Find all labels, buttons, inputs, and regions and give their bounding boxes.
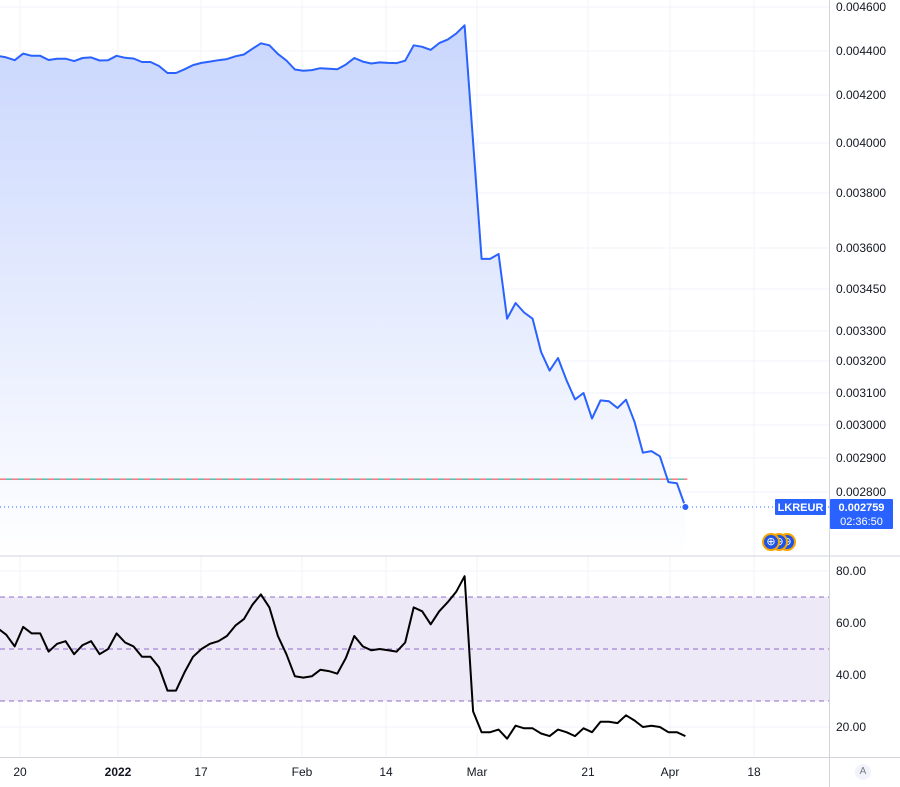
price-tick-label: 0.003200: [836, 354, 886, 368]
time-tick-label: 17: [194, 765, 208, 779]
time-tick-label: 2022: [105, 765, 132, 779]
price-tick-label: 0.004400: [836, 44, 886, 58]
price-panel[interactable]: [0, 24, 829, 556]
price-tick-label: 0.003800: [836, 186, 886, 200]
price-tick-label: 0.003450: [836, 282, 886, 296]
price-tick-label: 0.003000: [836, 418, 886, 432]
bar-countdown-label: 02:36:50: [840, 516, 883, 528]
time-tick-label: Feb: [292, 765, 313, 779]
symbol-badge-background: [775, 499, 826, 515]
rsi-tick-label: 40.00: [836, 668, 866, 682]
rsi-tick-label: 80.00: [836, 564, 866, 578]
time-tick-label: 21: [581, 765, 595, 779]
price-tick-label: 0.003600: [836, 241, 886, 255]
price-tick-label: 0.004000: [836, 136, 886, 150]
symbol-badge: LKREUR: [778, 502, 824, 514]
time-tick-label: Mar: [467, 765, 488, 779]
price-tick-label: 0.003100: [836, 386, 886, 400]
rsi-axis[interactable]: 80.00 60.00 40.00 20.00: [836, 564, 866, 734]
time-tick-label: 20: [13, 765, 27, 779]
rsi-tick-label: 60.00: [836, 616, 866, 630]
rsi-panel[interactable]: [0, 575, 829, 740]
price-tick-label: 0.004600: [836, 0, 886, 14]
price-series-line: [0, 24, 687, 508]
rsi-series-line: [0, 575, 686, 740]
price-tick-label: 0.002900: [836, 451, 886, 465]
rsi-tick-label: 20.00: [836, 720, 866, 734]
time-tick-label: 14: [379, 765, 393, 779]
auto-scale-button[interactable]: A: [855, 764, 871, 780]
time-axis[interactable]: 20 2022 17 Feb 14 Mar 21 Apr 18: [13, 765, 761, 779]
last-price-badge: LKREUR 0.002759 02:36:50: [775, 499, 893, 529]
price-tick-label: 0.002800: [836, 485, 886, 499]
time-tick-label: 18: [747, 765, 761, 779]
last-price-marker: [681, 503, 690, 511]
price-badge-background: [830, 499, 893, 529]
price-tick-label: 0.003300: [836, 324, 886, 338]
last-price-label: 0.002759: [839, 502, 885, 514]
economic-events-marker[interactable]: ⊕ ⊕ ⊕: [762, 533, 802, 555]
time-tick-label: Apr: [661, 765, 680, 779]
economic-event-icon: ⊕: [762, 533, 780, 551]
price-tick-label: 0.004200: [836, 88, 886, 102]
price-axis[interactable]: 0.004600 0.004400 0.004200 0.004000 0.003800…: [836, 0, 886, 499]
price-area-fill: [0, 25, 686, 556]
